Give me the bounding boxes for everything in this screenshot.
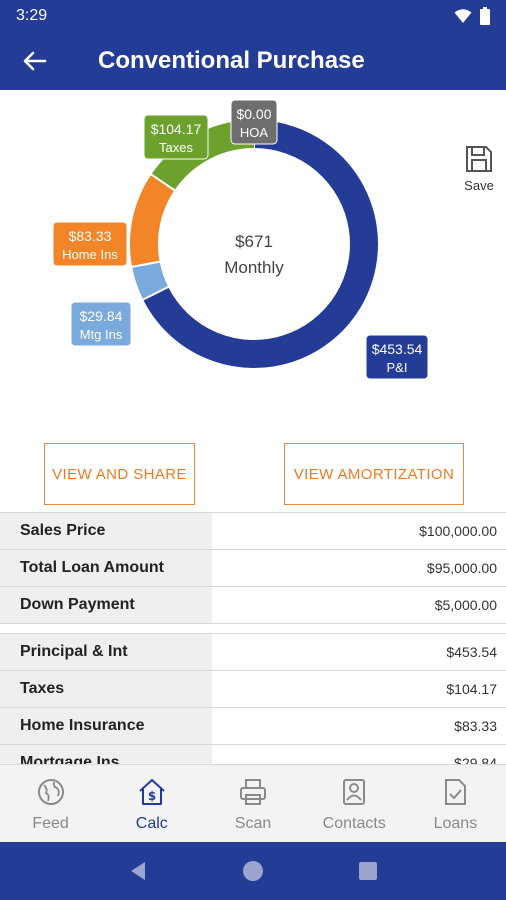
triangle-back-icon: [130, 862, 145, 880]
nav-label: Calc: [135, 815, 168, 832]
chart-label-value: $29.84: [80, 308, 123, 324]
row-label: Taxes: [0, 671, 212, 707]
row-label: Principal & Int: [0, 634, 212, 670]
chart-label-value: $104.17: [151, 121, 202, 137]
bottom-navigation: Feed $ Calc Scan Contacts Loans: [0, 764, 506, 842]
donut-slice-p-i: [143, 120, 378, 368]
table-row: Principal & Int $453.54: [0, 633, 506, 670]
globe-icon: [37, 779, 64, 805]
action-buttons: VIEW AND SHARE VIEW AMORTIZATION: [0, 443, 506, 505]
nav-item-calc[interactable]: $ Calc: [101, 765, 202, 842]
house-dollar-icon: $: [139, 779, 165, 805]
payment-donut-chart: $671 Monthly $453.54 P&I $29.84 Mtg Ins $83.33…: [52, 99, 429, 380]
content-scroll-area[interactable]: $671 Monthly $453.54 P&I $29.84 Mtg Ins $83.33…: [0, 90, 506, 764]
nav-item-feed[interactable]: Feed: [0, 765, 101, 842]
nav-item-scan[interactable]: Scan: [202, 765, 303, 842]
chart-label-name: Mtg Ins: [80, 327, 123, 342]
battery-icon: [480, 7, 490, 25]
section-divider: [0, 623, 506, 633]
table-row: Home Insurance $83.33: [0, 707, 506, 744]
row-value: $5,000.00: [434, 597, 497, 613]
table-row: Down Payment $5,000.00: [0, 586, 506, 623]
slice-separator: [130, 260, 161, 269]
save-label: Save: [464, 178, 494, 193]
nav-label: Contacts: [322, 815, 386, 832]
chart-label-value: $0.00: [236, 106, 271, 122]
page-title: Conventional Purchase: [98, 47, 365, 74]
chart-label-value: $83.33: [69, 228, 112, 244]
view-amortization-button[interactable]: VIEW AMORTIZATION: [284, 443, 464, 505]
nav-label: Scan: [234, 815, 272, 832]
app-bar: Conventional Purchase: [0, 32, 506, 90]
chart-label-name: HOA: [240, 125, 269, 140]
nav-item-contacts[interactable]: Contacts: [304, 765, 405, 842]
row-value: $29.84: [454, 755, 497, 764]
status-time: 3:29: [16, 7, 48, 24]
floppy-disk-icon: [466, 146, 492, 172]
system-back-button[interactable]: [118, 851, 158, 891]
chart-label-home-ins: $83.33 Home Ins: [52, 221, 128, 267]
contacts-icon: [343, 779, 366, 805]
svg-text:$: $: [148, 789, 156, 803]
chart-center-value: $671: [235, 232, 273, 251]
slice-separator: [141, 285, 170, 301]
row-value: $100,000.00: [419, 523, 497, 539]
payment-chart: $671 Monthly $453.54 P&I $29.84 Mtg Ins $83.33…: [0, 90, 506, 420]
row-label: Sales Price: [0, 513, 212, 549]
system-home-button[interactable]: [233, 851, 273, 891]
chart-label-name: P&I: [387, 360, 408, 375]
document-check-icon: [445, 779, 467, 805]
circle-home-icon: [242, 861, 263, 881]
wifi-icon: [454, 9, 472, 23]
row-label: Down Payment: [0, 587, 212, 623]
save-button[interactable]: Save: [456, 144, 502, 193]
system-recents-button[interactable]: [348, 851, 388, 891]
loan-summary-table: Sales Price $100,000.00 Total Loan Amoun…: [0, 512, 506, 764]
row-label: Mortgage Ins: [0, 745, 212, 764]
chart-label-mtg-ins: $29.84 Mtg Ins: [70, 301, 132, 347]
status-bar: 3:29: [0, 0, 506, 32]
square-recents-icon: [359, 862, 378, 880]
chart-label-name: Home Ins: [62, 247, 118, 262]
chart-label-hoa: $0.00 HOA: [230, 99, 278, 145]
row-label: Total Loan Amount: [0, 550, 212, 586]
chart-label-value: $453.54: [372, 341, 423, 357]
chart-label-name: Taxes: [159, 140, 193, 155]
slice-separator: [149, 173, 176, 192]
table-row: Mortgage Ins $29.84: [0, 744, 506, 764]
system-navigation-bar: [0, 842, 506, 900]
donut-slice-home-ins: [130, 174, 175, 267]
row-label: Home Insurance: [0, 708, 212, 744]
back-arrow-icon: [23, 51, 47, 71]
nav-item-loans[interactable]: Loans: [405, 765, 506, 842]
table-row: Taxes $104.17: [0, 670, 506, 707]
back-button[interactable]: [0, 32, 70, 90]
printer-icon: [240, 779, 266, 805]
row-value: $104.17: [446, 681, 497, 697]
row-value: $95,000.00: [426, 560, 497, 576]
view-and-share-button[interactable]: VIEW AND SHARE: [44, 443, 195, 505]
row-value: $83.33: [454, 718, 497, 734]
row-value: $453.54: [446, 644, 497, 660]
nav-label: Loans: [433, 815, 478, 832]
table-row: Sales Price $100,000.00: [0, 512, 506, 549]
table-row: Total Loan Amount $95,000.00: [0, 549, 506, 586]
nav-label: Feed: [32, 815, 69, 832]
chart-label-p-i: $453.54 P&I: [365, 334, 429, 380]
chart-label-taxes: $104.17 Taxes: [143, 114, 209, 160]
donut-slice-mtg-ins: [132, 261, 169, 300]
chart-center-label: Monthly: [224, 258, 284, 277]
